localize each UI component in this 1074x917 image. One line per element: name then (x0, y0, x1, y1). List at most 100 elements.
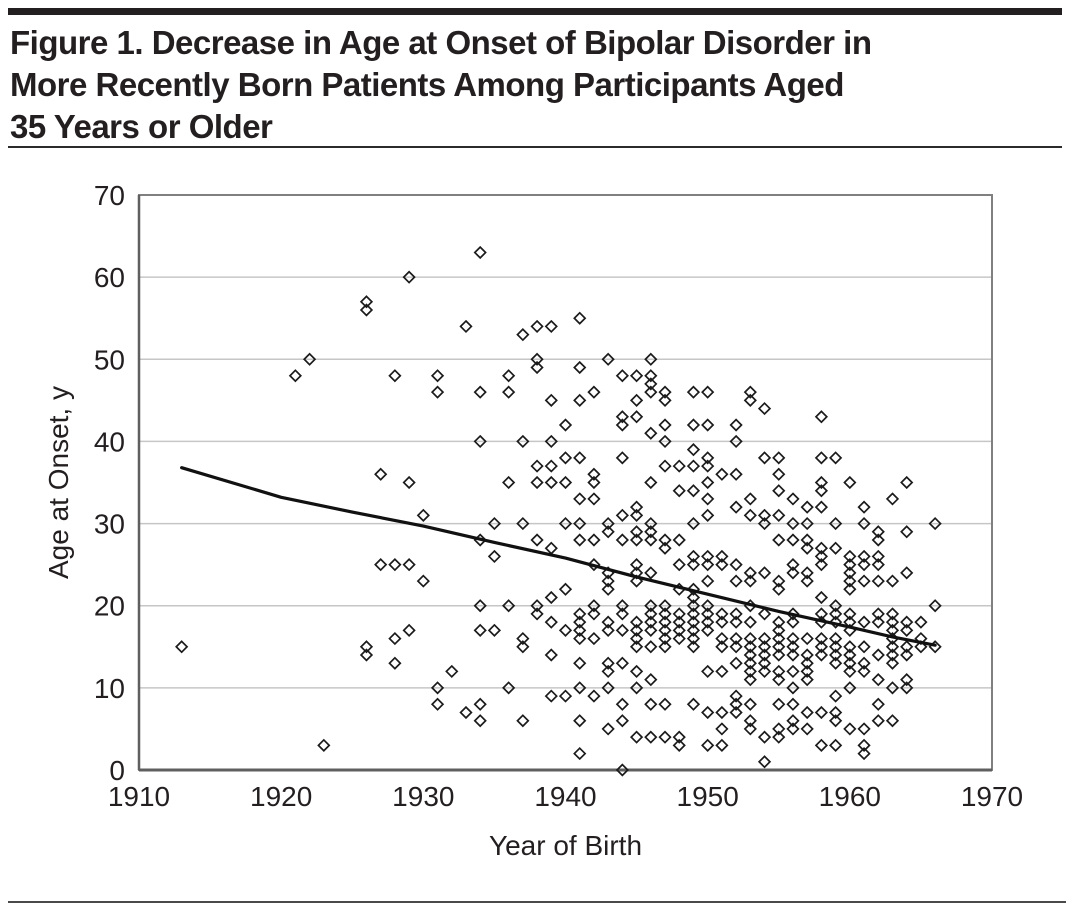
scatter-point (757, 656, 772, 670)
scatter-point (573, 681, 587, 695)
scatter-point (829, 615, 843, 629)
scatter-point (686, 558, 701, 572)
scatter-point (629, 631, 644, 646)
scatter-point (644, 623, 658, 637)
scatter-point (359, 640, 374, 654)
scatter-point (786, 640, 800, 654)
scatter-point (644, 697, 658, 711)
figure-title-line-2: More Recently Born Patients Among Partic… (10, 66, 844, 103)
scatter-point (814, 705, 829, 720)
scatter-point (402, 475, 416, 490)
scatter-point (658, 631, 672, 646)
scatter-point (629, 558, 644, 572)
scatter-point (829, 451, 843, 465)
scatter-point (658, 533, 672, 547)
scatter-point (615, 369, 629, 383)
scatter-point (644, 566, 658, 580)
scatter-point (644, 385, 658, 399)
scatter-point (317, 738, 331, 752)
scatter-point (814, 500, 829, 514)
scatter-point (701, 574, 715, 588)
scatter-point (658, 640, 672, 654)
scatter-point (516, 328, 530, 342)
scatter-point (430, 697, 445, 711)
scatter-point (601, 656, 615, 670)
scatter-point (701, 599, 715, 613)
scatter-point (814, 590, 829, 605)
scatter-point (843, 582, 857, 596)
scatter-point (871, 615, 885, 629)
scatter-point (644, 599, 658, 613)
scatter-point (743, 385, 757, 399)
scatter-point (885, 574, 900, 588)
scatter-point (629, 525, 644, 539)
scatter-point (900, 475, 914, 490)
scatter-point (686, 385, 701, 399)
scatter-point (359, 303, 374, 317)
scatter-point (416, 574, 430, 588)
scatter-point (786, 697, 800, 711)
scatter-point (473, 623, 487, 637)
scatter-point (715, 705, 729, 720)
scatter-point (629, 615, 644, 629)
scatter-point (743, 656, 757, 670)
scatter-point (530, 459, 544, 473)
scatter-point (857, 656, 871, 670)
scatter-point (843, 574, 857, 588)
scatter-point (900, 648, 914, 662)
scatter-point (843, 566, 857, 580)
scatter-point (502, 599, 516, 613)
scatter-point (743, 566, 757, 580)
scatter-point (871, 574, 885, 588)
scatter-point (914, 640, 928, 654)
scatter-point (544, 648, 558, 662)
scatter-point (615, 697, 629, 711)
scatter-point (786, 492, 800, 506)
scatter-point (544, 689, 558, 703)
scatter-point (175, 640, 189, 654)
scatter-point (573, 533, 587, 547)
scatter-point (900, 525, 914, 539)
scatter-point (473, 434, 487, 449)
scatter-point (772, 730, 786, 744)
scatter-point (772, 664, 786, 679)
scatter-point (601, 664, 615, 679)
scatter-point (686, 590, 701, 605)
scatter-point (885, 656, 900, 670)
scatter-point (800, 664, 814, 679)
scatter-point (672, 558, 686, 572)
scatter-point (786, 714, 800, 728)
scatter-point (871, 714, 885, 728)
y-tick-label-30: 30 (94, 509, 125, 540)
scatter-point (530, 475, 544, 490)
scatter-point (629, 623, 644, 637)
scatter-point (487, 549, 502, 564)
scatter-point (786, 664, 800, 679)
scatter-point (544, 615, 558, 629)
scatter-point (729, 558, 743, 572)
scatter-point (701, 607, 715, 621)
scatter-point (829, 631, 843, 646)
scatter-point (644, 533, 658, 547)
scatter-point (701, 385, 715, 399)
scatter-point (829, 640, 843, 654)
scatter-point (757, 566, 772, 580)
scatter-point (871, 549, 885, 564)
trend-line (180, 466, 937, 647)
scatter-point (871, 673, 885, 687)
x-tick-label-1960: 1960 (819, 781, 881, 812)
scatter-point (288, 369, 302, 383)
scatter-point (644, 426, 658, 440)
scatter-point (516, 714, 530, 728)
scatter-point (672, 459, 686, 473)
title-divider-rule (8, 146, 1062, 148)
x-tick-label-1940: 1940 (534, 781, 596, 812)
scatter-point (843, 648, 857, 662)
scatter-point (701, 558, 715, 572)
scatter-point (544, 590, 558, 605)
y-tick-label-60: 60 (94, 262, 125, 293)
scatter-point (729, 697, 743, 711)
scatter-point (843, 722, 857, 736)
scatter-point (658, 615, 672, 629)
